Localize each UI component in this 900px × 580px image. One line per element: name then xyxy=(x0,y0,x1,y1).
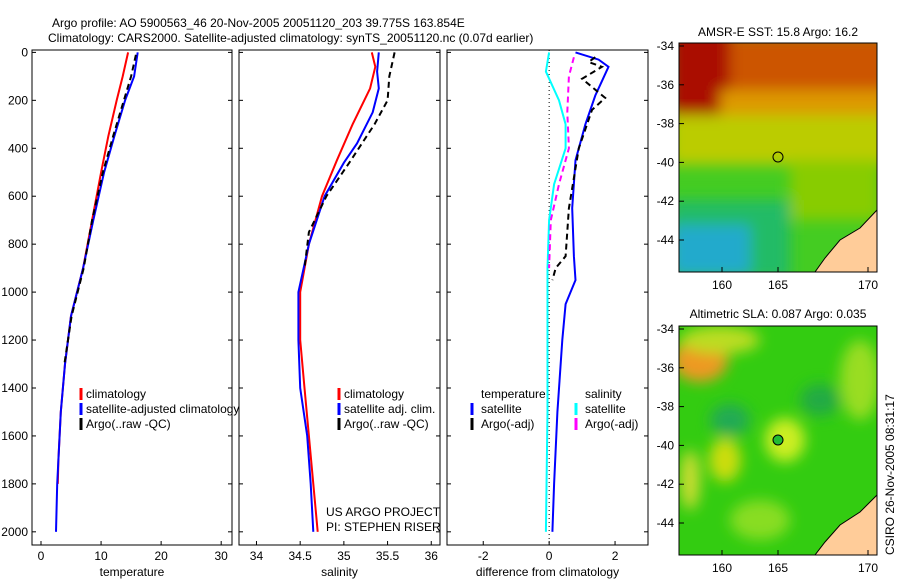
title-line-1: Argo profile: AO 5900563_46 20-Nov-2005 … xyxy=(52,16,465,30)
legend-label: climatology xyxy=(86,387,146,401)
y-tick-label: -40 xyxy=(657,155,675,169)
legend-label: Argo(-adj) xyxy=(481,417,534,431)
project-label: US ARGO PROJECT xyxy=(326,505,441,519)
y-tick-label: -38 xyxy=(657,400,675,414)
y-tick-label: 200 xyxy=(8,93,28,107)
legend-label: satellite xyxy=(585,402,626,416)
sst-map xyxy=(679,43,877,272)
legend-label: climatology xyxy=(344,387,404,401)
x-axis-label: difference from climatology xyxy=(476,565,619,579)
series-line-argo-raw-qc- xyxy=(63,54,137,365)
credit-text: CSIRO 26-Nov-2005 08:31:17 xyxy=(883,394,897,555)
x-axis-label: salinity xyxy=(321,565,358,579)
y-tick-label: 1400 xyxy=(1,381,28,395)
y-tick-label: -34 xyxy=(657,322,675,336)
y-tick-label: 2000 xyxy=(1,525,28,539)
x-tick-label: 2 xyxy=(612,549,619,563)
y-tick-label: 600 xyxy=(8,189,28,203)
y-tick-label: 0 xyxy=(21,45,28,59)
x-tick-label: 160 xyxy=(712,561,732,575)
y-tick-label: 1200 xyxy=(1,333,28,347)
x-tick-label: -2 xyxy=(478,549,489,563)
series-line-climatology xyxy=(299,52,377,532)
argo-location-marker xyxy=(772,434,784,446)
y-tick-label: -42 xyxy=(657,194,675,208)
y-tick-label: -42 xyxy=(657,477,675,491)
series-line-salinity-argo-adj- xyxy=(548,56,575,269)
series-line-satellite-adj-clim- xyxy=(297,52,380,532)
legend-label: satellite xyxy=(481,402,522,416)
y-tick-label: -44 xyxy=(657,233,675,247)
series-line-argo-raw-qc- xyxy=(303,52,396,269)
plot-frame xyxy=(446,49,649,546)
sst-map-title: AMSR-E SST: 15.8 Argo: 16.2 xyxy=(698,25,858,39)
title-line-2: Climatology: CARS2000. Satellite-adjuste… xyxy=(48,31,533,45)
y-tick-label: -36 xyxy=(657,78,675,92)
series-line-satellite-adjusted-climatology xyxy=(55,52,139,532)
y-tick-label: -36 xyxy=(657,361,675,375)
y-tick-label: 1600 xyxy=(1,429,28,443)
x-tick-label: 0 xyxy=(38,549,45,563)
x-tick-label: 35.5 xyxy=(376,549,400,563)
plot-frame xyxy=(238,49,441,546)
x-tick-label: 165 xyxy=(768,278,788,292)
y-tick-label: -38 xyxy=(657,117,675,131)
series-line-salinity-satellite xyxy=(544,52,567,532)
legend-label: Argo(-adj) xyxy=(585,417,638,431)
land-mass xyxy=(814,494,877,555)
x-tick-label: 170 xyxy=(858,278,878,292)
x-tick-label: 170 xyxy=(858,561,878,575)
pi-label: PI: STEPHEN RISER xyxy=(326,520,441,534)
y-tick-label: 400 xyxy=(8,141,28,155)
x-tick-label: 10 xyxy=(94,549,108,563)
x-tick-label: 34 xyxy=(250,549,264,563)
x-tick-label: 0 xyxy=(546,549,553,563)
plot-frame xyxy=(31,49,233,546)
legend-label: Argo(..raw -QC) xyxy=(344,417,429,431)
x-tick-label: 35 xyxy=(337,549,351,563)
sla-map xyxy=(679,326,877,555)
sla-map-title: Altimetric SLA: 0.087 Argo: 0.035 xyxy=(690,307,867,321)
y-tick-label: -40 xyxy=(657,438,675,452)
land-mass xyxy=(814,209,877,272)
y-tick-label: -34 xyxy=(657,39,675,53)
legend-group-title: temperature xyxy=(481,387,546,401)
argo-location-marker xyxy=(772,151,784,163)
legend-label: Argo(..raw -QC) xyxy=(86,417,171,431)
y-tick-label: 800 xyxy=(8,237,28,251)
x-tick-label: 30 xyxy=(215,549,229,563)
x-tick-label: 165 xyxy=(768,561,788,575)
x-tick-label: 36 xyxy=(425,549,439,563)
legend-group-title: salinity xyxy=(585,387,622,401)
x-tick-label: 34.5 xyxy=(288,549,312,563)
legend-label: satellite-adjusted climatology xyxy=(86,402,239,416)
legend-label: satellite adj. clim. xyxy=(344,402,435,416)
series-line-temperature-argo-adj- xyxy=(551,56,607,281)
y-tick-label: 1000 xyxy=(1,285,28,299)
y-tick-label: 1800 xyxy=(1,477,28,491)
x-axis-label: temperature xyxy=(100,565,165,579)
y-tick-label: -44 xyxy=(657,516,675,530)
series-line-temperature-satellite xyxy=(551,51,610,532)
x-tick-label: 20 xyxy=(154,549,168,563)
x-tick-label: 160 xyxy=(712,278,732,292)
